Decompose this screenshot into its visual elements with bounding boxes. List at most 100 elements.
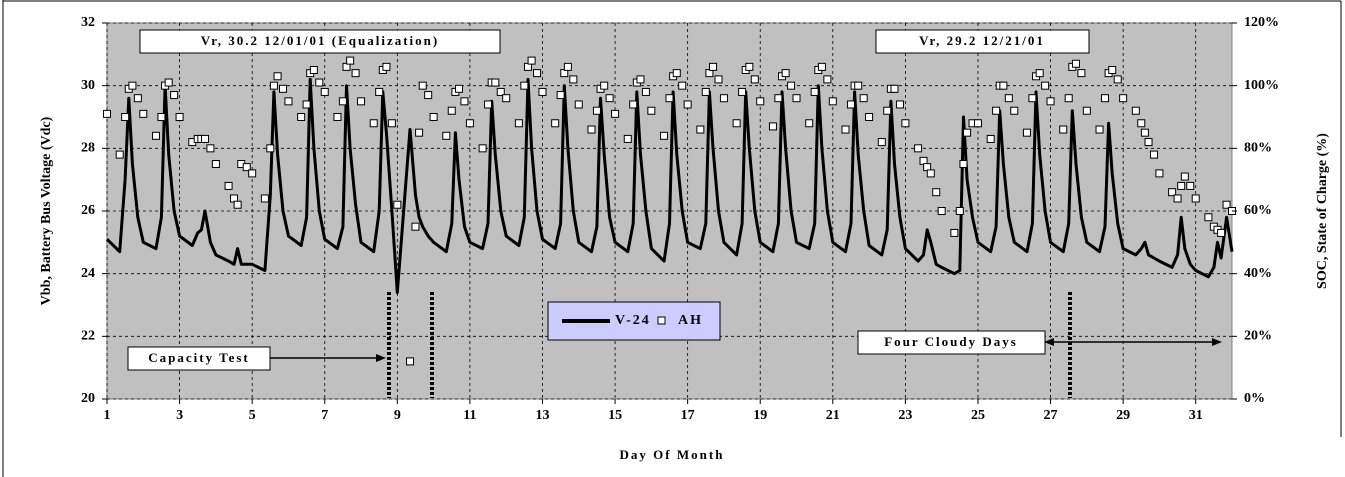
data-point: [623, 134, 632, 143]
data-point: [600, 81, 609, 90]
data-point: [211, 160, 220, 168]
data-point: [233, 200, 242, 209]
x-tick-label: 13: [535, 408, 549, 423]
data-point: [1119, 94, 1128, 103]
marks: [103, 56, 1236, 366]
x-axis-label: Day Of Month: [620, 447, 725, 462]
data-point: [1131, 106, 1140, 115]
data-point: [781, 69, 790, 78]
data-point: [768, 122, 777, 131]
data-point: [678, 81, 687, 90]
data-point: [1186, 181, 1195, 190]
data-point: [605, 94, 614, 103]
x-tick-label: 9: [394, 408, 401, 423]
data-point: [756, 97, 765, 106]
data-point: [895, 100, 904, 109]
data-point: [382, 62, 391, 71]
annotation-box: [875, 29, 1090, 54]
data-point: [890, 84, 899, 93]
data-point: [297, 113, 306, 121]
data-point: [696, 125, 705, 134]
y-tick-label: 26: [81, 203, 95, 218]
data-point: [411, 222, 420, 231]
data-point: [817, 62, 826, 71]
data-point: [926, 169, 935, 178]
data-point: [1071, 59, 1080, 68]
data-point: [351, 69, 360, 78]
data-point: [309, 66, 318, 74]
data-point: [242, 163, 251, 172]
data-point: [429, 113, 438, 121]
data-point: [302, 100, 311, 109]
data-point: [484, 100, 493, 109]
arrowhead: [376, 354, 386, 362]
data-point: [103, 109, 111, 118]
y-tick-label: 24: [81, 266, 95, 281]
data-point: [333, 113, 342, 121]
data-point: [455, 84, 464, 93]
data-point: [1077, 69, 1086, 78]
legend: V-24 AH: [547, 301, 721, 341]
data-point: [1100, 94, 1109, 103]
annotation: Vr, 29.2 12/21/01: [919, 33, 1045, 48]
data-point: [701, 87, 710, 96]
x-tick-label: 25: [971, 408, 985, 423]
data-point: [636, 75, 645, 84]
y2-tick-label: 60%: [1244, 203, 1272, 218]
data-point: [520, 81, 529, 90]
y2-tick-label: 0%: [1244, 391, 1265, 406]
data-point: [592, 106, 601, 115]
y2-axis-label: SOC, State of Charge (%): [1315, 133, 1330, 289]
data-point: [877, 138, 886, 147]
data-point: [556, 91, 565, 100]
x-tick-label: 27: [1044, 408, 1058, 423]
data-point: [750, 75, 759, 84]
data-point: [465, 119, 474, 128]
data-point: [1113, 75, 1122, 84]
data-point: [496, 87, 505, 96]
data-point: [973, 119, 982, 128]
data-point: [200, 134, 209, 143]
annotation: Four Cloudy Days: [884, 334, 1018, 349]
data-point: [320, 87, 329, 96]
data-point: [266, 144, 275, 153]
data-point: [787, 81, 796, 90]
data-point: [672, 69, 681, 78]
data-point: [937, 207, 946, 215]
data-point: [133, 94, 142, 103]
x-tick-label: 29: [1116, 408, 1130, 423]
data-point: [491, 78, 500, 87]
data-point: [260, 194, 269, 203]
data-point: [418, 81, 427, 90]
data-point: [660, 131, 669, 140]
data-point: [1204, 213, 1213, 222]
data-point: [963, 128, 972, 137]
data-point: [248, 169, 257, 178]
x-tick-label: 17: [681, 408, 695, 423]
data-point: [151, 131, 160, 140]
data-point: [1041, 81, 1050, 90]
y-tick-label: 22: [81, 329, 95, 344]
data-point: [551, 119, 560, 128]
data-point: [1191, 194, 1200, 203]
data-point: [914, 144, 923, 153]
data-point: [950, 228, 959, 237]
data-point: [846, 100, 855, 109]
x-tick-label: 31: [1189, 408, 1203, 423]
data-point: [709, 62, 718, 71]
data-point: [1064, 94, 1073, 103]
y2-tick-label: 100%: [1244, 78, 1279, 93]
data-point: [587, 125, 596, 134]
data-point: [115, 150, 124, 159]
data-point: [574, 100, 583, 109]
data-point: [810, 87, 819, 96]
data-point: [1046, 97, 1055, 106]
data-point: [719, 94, 728, 103]
data-point: [1028, 94, 1037, 103]
data-point: [823, 75, 832, 84]
data-point: [338, 97, 347, 106]
data-point: [375, 87, 384, 96]
data-point: [1059, 125, 1068, 134]
data-point: [683, 100, 692, 109]
